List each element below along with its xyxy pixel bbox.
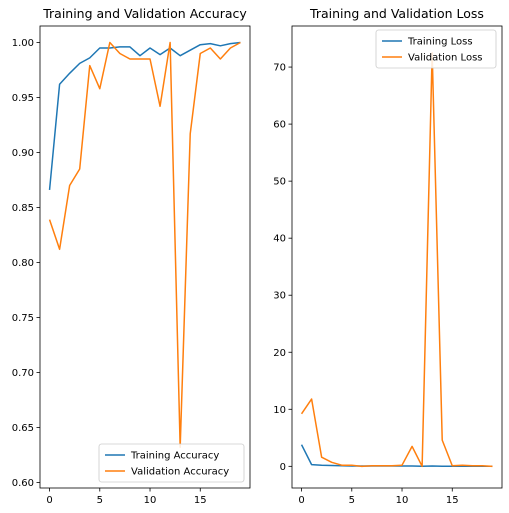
y-tick-label: 30 [273,291,286,302]
legend-label: Validation Accuracy [131,467,229,478]
y-tick-label: 70 [273,63,286,74]
y-tick-label: 0.85 [12,203,34,214]
y-tick-label: 20 [273,348,286,359]
y-tick-label: 60 [273,120,286,131]
y-tick-label: 10 [273,405,286,416]
x-tick-label: 5 [97,495,103,506]
y-tick-label: 0.75 [12,313,34,324]
validation-accuracy-line [48,41,241,449]
training-loss-line [300,444,493,468]
legend-label: Validation Loss [408,53,483,64]
y-tick-label: 0 [280,462,286,473]
x-tick-label: 15 [446,495,459,506]
validation-loss-line [300,52,493,468]
y-tick-label: 0.60 [12,478,34,489]
y-tick-label: 0.65 [12,423,34,434]
y-tick-label: 1.00 [12,38,34,49]
legend: Training Loss Validation Loss [375,29,497,69]
training-accuracy-line [48,41,241,190]
accuracy-chart: Training and Validation Accuracy 0 5 10 15 0… [12,6,251,506]
loss-chart: Training and Validation Loss 0 5 10 15 0 10 20… [273,6,503,506]
chart-title: Training and Validation Loss [309,6,484,21]
legend-label: Training Loss [407,37,473,48]
y-tick-label: 0.70 [12,368,34,379]
y-tick-label: 50 [273,177,286,188]
legend-box [375,29,497,69]
y-tick-label: 0.90 [12,148,34,159]
axes-frame [39,25,251,489]
chart-title: Training and Validation Accuracy [42,6,247,21]
x-tick-label: 0 [298,495,304,506]
legend-box [98,443,245,483]
y-tick-label: 0.95 [12,93,34,104]
x-tick-label: 0 [46,495,52,506]
x-tick-label: 10 [396,495,409,506]
x-tick-label: 10 [144,495,157,506]
x-tick-label: 5 [349,495,355,506]
x-tick-label: 15 [194,495,207,506]
legend: Training Accuracy Validation Accuracy [98,443,245,483]
y-tick-label: 0.80 [12,258,34,269]
legend-label: Training Accuracy [130,451,219,462]
axes-frame [291,25,503,489]
y-tick-label: 40 [273,234,286,245]
